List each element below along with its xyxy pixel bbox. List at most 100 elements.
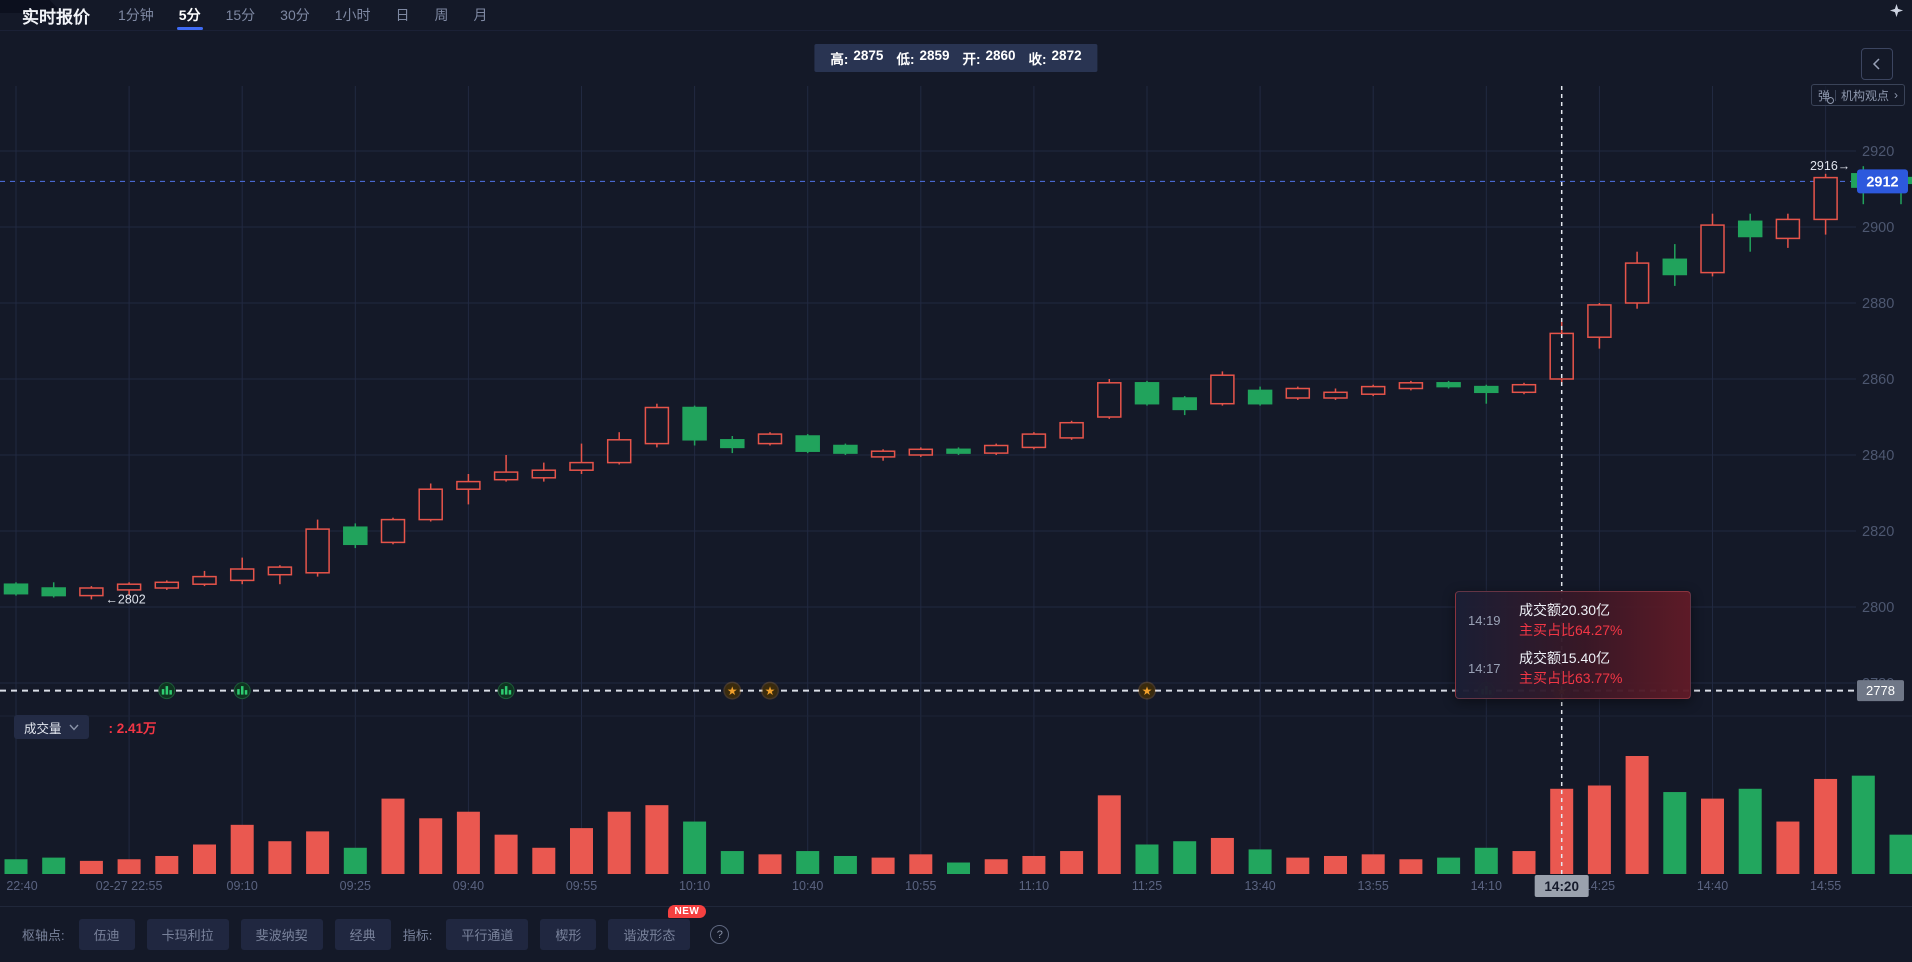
volume-bar <box>570 828 593 874</box>
toolbar-button-1-1[interactable]: 楔形 <box>540 919 597 950</box>
time-axis-label: 11:25 <box>1132 879 1162 893</box>
candle-body <box>833 444 858 454</box>
tooltip-time: 14:17 <box>1468 661 1501 677</box>
volume-bar <box>1210 837 1234 874</box>
volume-bar <box>117 859 141 874</box>
candle-body <box>946 448 971 454</box>
candle-body <box>1021 433 1047 449</box>
time-axis-label: 09:55 <box>566 879 597 893</box>
volume-bar <box>1701 798 1724 874</box>
candle-body <box>569 461 594 471</box>
candle-body <box>795 435 820 452</box>
low-price-annotation: ←2802 <box>105 592 145 606</box>
volume-bar <box>1625 756 1649 874</box>
institution-view-pill[interactable]: 弹 机构观点 › <box>1811 84 1906 106</box>
danmu-toggle[interactable]: 弹 <box>1818 88 1835 104</box>
toolbar-button-0-3[interactable]: 经典 <box>334 919 391 950</box>
volume-label: 成交量 <box>24 721 62 736</box>
candle-body <box>192 575 217 585</box>
candle-body <box>757 433 783 445</box>
ohlc-item-1: 低: 2859 <box>896 48 950 67</box>
candle-body <box>1059 421 1084 439</box>
tab-interval-0[interactable]: 1分钟 <box>118 7 154 23</box>
price-axis-tick: 2920 <box>1862 144 1894 160</box>
candle-body <box>418 488 443 521</box>
tooltip-turnover: 成交额20.30亿 <box>1519 602 1611 618</box>
volume-bar <box>193 844 216 874</box>
tooltip-buy-ratio: 主买占比63.77% <box>1519 669 1623 686</box>
volume-bar <box>42 857 66 874</box>
tab-interval-7[interactable]: 月 <box>473 7 488 23</box>
page-title: 实时报价 <box>22 7 90 27</box>
volume-bar <box>871 857 895 874</box>
candle-body <box>456 480 481 490</box>
volume-header: 成交量 : 2.41万 <box>14 715 157 739</box>
tab-interval-3[interactable]: 30分 <box>280 7 310 23</box>
high-price-annotation: 2916→ <box>1810 159 1850 173</box>
divider <box>1835 89 1837 101</box>
volume-bar <box>1060 851 1084 874</box>
price-axis-tick: 2840 <box>1862 448 1894 464</box>
institution-view-label: 机构观点 <box>1841 88 1890 103</box>
candle-body <box>1662 258 1688 276</box>
time-axis-label: 02-27 22:55 <box>96 879 163 893</box>
toolbar-button-1-0[interactable]: 平行通道 <box>446 919 529 950</box>
volume-bar <box>758 854 782 874</box>
candle-body <box>1323 391 1348 399</box>
current-price-badge-text: 2912 <box>1866 174 1898 190</box>
time-axis-label: 10:10 <box>679 879 710 893</box>
price-axis-tick: 2900 <box>1862 220 1894 236</box>
toolbar-button-0-0[interactable]: 伍迪 <box>78 919 135 950</box>
volume-bar <box>607 811 631 874</box>
candle-body <box>1587 304 1612 338</box>
volume-bar <box>1361 854 1385 874</box>
candle-body <box>1813 176 1838 221</box>
volume-bar <box>1776 821 1800 874</box>
volume-bar <box>1286 857 1310 874</box>
svg-text:★: ★ <box>727 684 738 698</box>
volume-bar <box>268 841 292 874</box>
candle-body <box>493 471 519 481</box>
chevron-right-icon: › <box>1894 88 1899 102</box>
volume-bar <box>230 824 254 874</box>
volume-bar <box>494 834 518 874</box>
volume-indicator-dropdown[interactable]: 成交量 <box>14 715 89 739</box>
candle-body <box>229 568 255 582</box>
help-icon[interactable]: ? <box>710 925 730 944</box>
toolbar-button-0-2[interactable]: 斐波纳契 <box>240 919 323 950</box>
tab-interval-1[interactable]: 5分 <box>179 0 201 30</box>
sparkle-expand-icon[interactable] <box>1889 3 1904 18</box>
toolbar-group-label-0: 枢轴点: <box>22 928 65 943</box>
volume-bar <box>419 818 443 874</box>
toolbar-button-0-1[interactable]: 卡玛利拉 <box>146 919 229 950</box>
volume-value: : 2.41万 <box>108 721 157 736</box>
tab-interval-5[interactable]: 日 <box>395 7 410 23</box>
chevron-down-icon <box>68 724 79 731</box>
tab-bar: 实时报价 1分钟 5分 15分 30分 1小时 日 周 月 <box>0 0 1912 31</box>
toolbar-button-1-2[interactable]: 谐波形态 <box>608 919 691 950</box>
volume-bar <box>796 851 820 874</box>
tab-interval-4[interactable]: 1小时 <box>334 7 371 23</box>
time-axis-label: 14:40 <box>1697 879 1728 893</box>
volume-bar <box>947 862 970 874</box>
collapse-panel-button[interactable] <box>1861 48 1893 80</box>
time-axis-label: 14:55 <box>1810 879 1841 893</box>
tab-interval-2[interactable]: 15分 <box>225 7 256 23</box>
tooltip-buy-ratio: 主买占比64.27% <box>1519 621 1623 638</box>
candle-body <box>116 583 142 591</box>
time-axis-label: 13:55 <box>1358 879 1389 893</box>
volume-bar <box>1173 841 1197 874</box>
svg-text:★: ★ <box>1142 684 1153 698</box>
tab-interval-6[interactable]: 周 <box>434 7 449 23</box>
new-badge: NEW <box>667 905 707 918</box>
time-axis-label: 09:10 <box>227 879 258 893</box>
volume-bar <box>1663 792 1687 874</box>
volume-bar <box>532 847 556 874</box>
volume-bar <box>1399 859 1423 874</box>
volume-bar <box>1437 857 1461 874</box>
price-axis-tick: 2880 <box>1862 296 1894 312</box>
ohlc-item-0: 高: 2875 <box>830 48 884 67</box>
candle-body <box>870 450 896 458</box>
